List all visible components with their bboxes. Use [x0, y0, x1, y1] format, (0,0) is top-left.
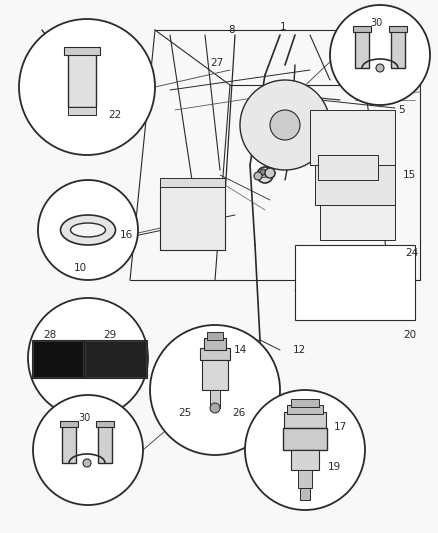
Circle shape — [330, 5, 430, 105]
Bar — [62, 425, 76, 463]
Bar — [98, 425, 112, 463]
Bar — [300, 488, 310, 500]
Bar — [318, 155, 378, 180]
Bar — [310, 110, 395, 165]
Text: 5: 5 — [398, 105, 405, 115]
Bar — [68, 107, 96, 115]
Bar — [68, 52, 96, 107]
Circle shape — [245, 390, 365, 510]
Text: 26: 26 — [232, 408, 245, 418]
Circle shape — [19, 19, 155, 155]
Text: 30: 30 — [370, 18, 382, 28]
Bar — [298, 470, 312, 488]
Bar — [391, 30, 405, 68]
Bar — [160, 178, 225, 187]
Bar — [207, 332, 223, 340]
Circle shape — [240, 80, 330, 170]
Circle shape — [150, 325, 280, 455]
Bar — [96, 421, 114, 427]
Bar — [291, 450, 319, 470]
Text: 19: 19 — [328, 462, 341, 472]
Bar — [291, 399, 319, 407]
Circle shape — [270, 110, 300, 140]
Circle shape — [33, 395, 143, 505]
Bar — [315, 165, 395, 205]
Bar — [64, 47, 100, 55]
Bar — [284, 412, 326, 428]
Text: 28: 28 — [43, 330, 57, 340]
Bar — [389, 26, 407, 32]
Text: 29: 29 — [103, 330, 117, 340]
Circle shape — [376, 64, 384, 72]
Bar — [60, 421, 78, 427]
Text: 1: 1 — [280, 22, 286, 32]
Text: 20: 20 — [403, 330, 416, 340]
Text: 22: 22 — [108, 110, 121, 120]
Circle shape — [265, 168, 275, 178]
Bar — [200, 348, 230, 360]
Bar — [85, 341, 146, 377]
Bar — [320, 205, 395, 240]
Ellipse shape — [71, 223, 106, 237]
Circle shape — [28, 298, 148, 418]
Bar — [295, 245, 415, 320]
Text: 17: 17 — [334, 422, 347, 432]
Bar — [283, 428, 327, 450]
Bar — [32, 340, 147, 378]
Text: 27: 27 — [210, 58, 223, 68]
Bar — [204, 338, 226, 350]
Bar — [202, 360, 228, 390]
Circle shape — [38, 180, 138, 280]
Circle shape — [257, 167, 273, 183]
Circle shape — [260, 169, 266, 175]
Text: 24: 24 — [405, 248, 418, 258]
Text: 30: 30 — [78, 413, 90, 423]
Text: 16: 16 — [120, 230, 133, 240]
Text: 12: 12 — [293, 345, 306, 355]
Bar — [160, 185, 225, 250]
Bar — [33, 341, 83, 377]
Text: 15: 15 — [403, 170, 416, 180]
Bar — [210, 390, 220, 408]
Circle shape — [83, 459, 91, 467]
Text: 8: 8 — [228, 25, 235, 35]
Text: 25: 25 — [178, 408, 191, 418]
Circle shape — [254, 172, 262, 180]
Text: 14: 14 — [234, 345, 247, 355]
Ellipse shape — [60, 215, 116, 245]
Bar — [287, 405, 323, 414]
Bar — [355, 30, 369, 68]
Text: 10: 10 — [74, 263, 87, 273]
Bar — [353, 26, 371, 32]
Circle shape — [210, 403, 220, 413]
